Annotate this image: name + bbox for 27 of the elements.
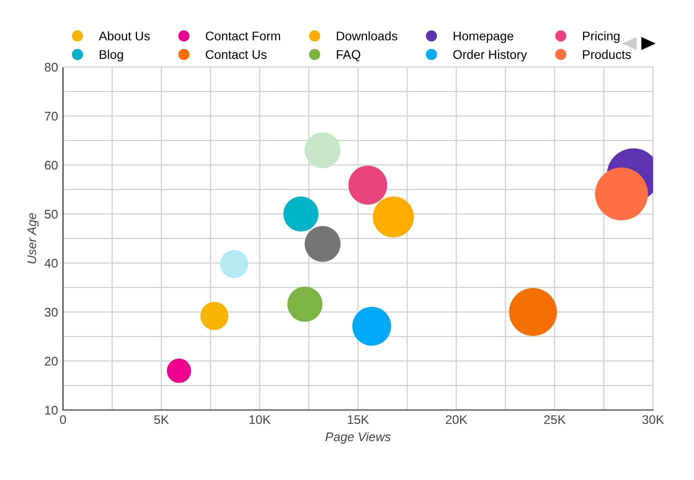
y-tick-label: 80 [44, 62, 58, 72]
x-tick-label: 10K [250, 415, 271, 424]
legend-label: Homepage [454, 32, 514, 43]
x-tick-label: 5K [154, 415, 169, 424]
x-axis-title: Page Views [325, 432, 391, 444]
legend-label: Contact Form [206, 32, 280, 40]
y-tick-label: 20 [44, 356, 58, 366]
y-tick-label: 40 [44, 258, 58, 268]
x-tick-label: 15K [348, 415, 369, 424]
legend-label: Pricing [583, 31, 620, 43]
x-tick-label: 25K [544, 415, 566, 424]
legend-label: Downloads [336, 31, 398, 40]
y-tick-label: 70 [44, 112, 58, 121]
legend-label: Blog [100, 50, 123, 62]
x-tick-label: 20K [446, 415, 468, 424]
legend-label: Contact Us [206, 50, 267, 59]
y-tick-label: 50 [44, 210, 58, 219]
y-tick-label: 30 [44, 308, 58, 317]
y-tick-label: 10 [45, 406, 58, 415]
legend-label: FAQ [336, 50, 360, 62]
x-tick-label: 0 [60, 415, 66, 424]
x-tick-label: 30K [642, 415, 664, 424]
y-tick-label: 60 [44, 160, 58, 170]
legend-label: Order History [453, 50, 528, 62]
legend-label: Products [583, 50, 631, 59]
y-axis-title: User Age [27, 213, 39, 264]
legend-label: About Us [98, 31, 150, 40]
